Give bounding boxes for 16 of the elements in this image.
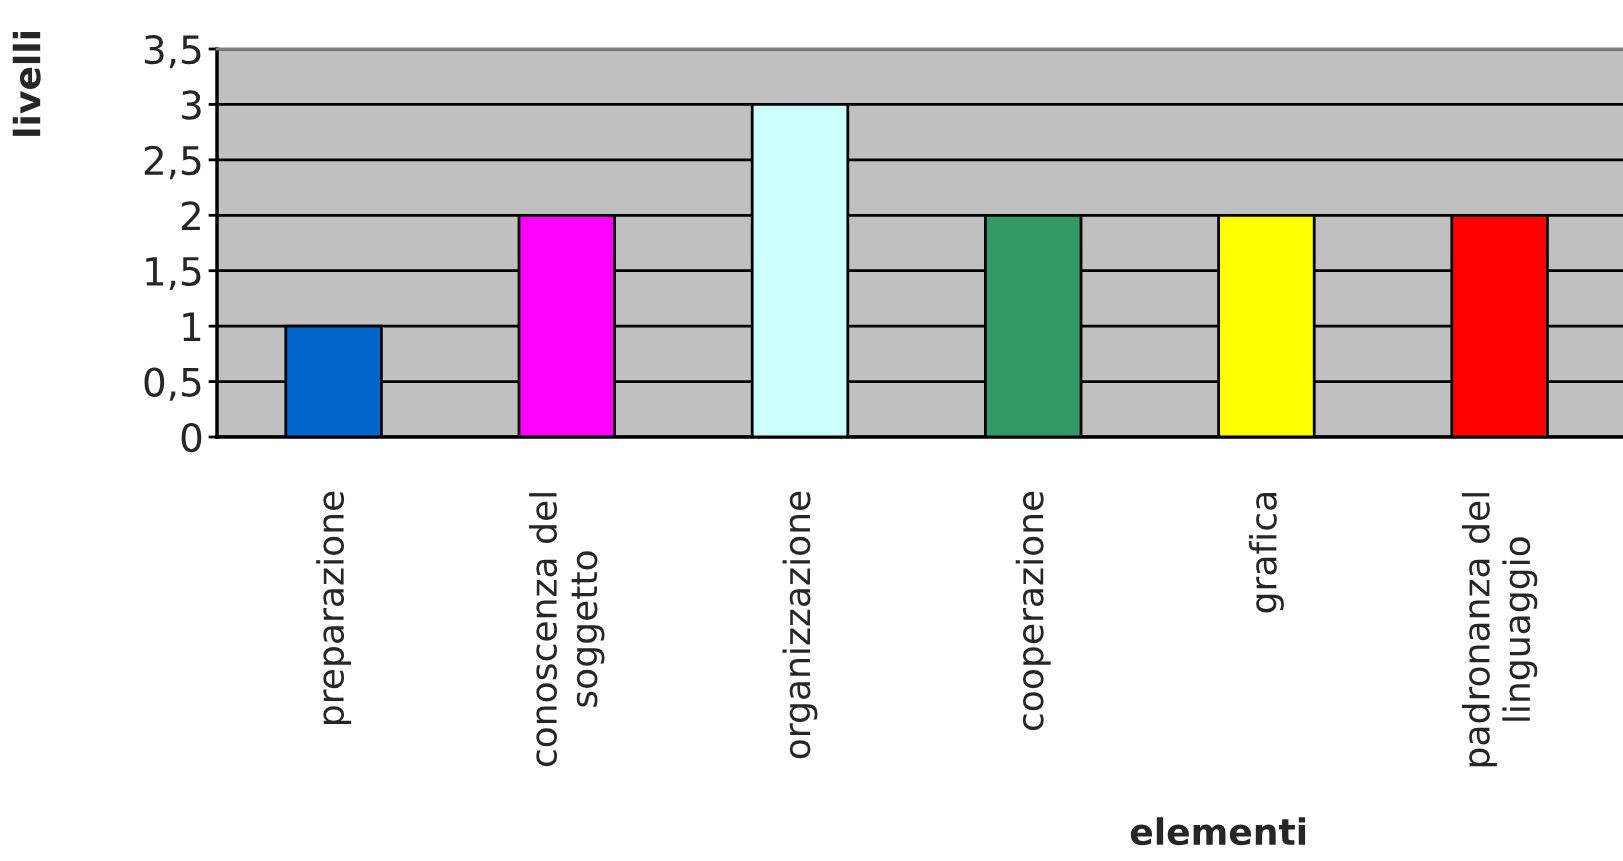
- x-tick-label: cooperazione: [1015, 491, 1051, 731]
- x-tick-label: organizzazione: [782, 491, 818, 759]
- y-tick-label: 1,5: [146, 257, 201, 291]
- y-tick-label: 2: [181, 201, 200, 231]
- y-tick-label: 0,5: [144, 367, 201, 401]
- x-tick-label: preparazione: [316, 491, 352, 724]
- x-tick-label: padronanza del linguaggio: [1461, 493, 1538, 767]
- y-tick-label: 3,5: [144, 34, 201, 69]
- y-tick-label: 3: [182, 90, 201, 120]
- y-tick-label: 1: [183, 312, 201, 341]
- y-tick-label: 2,5: [144, 145, 201, 180]
- x-tick-label: conoscenza del soggetto: [529, 493, 605, 767]
- x-tick-label: grafica: [1248, 493, 1284, 613]
- x-axis-title: elementi: [1130, 817, 1306, 846]
- y-tick-label: 0: [181, 422, 202, 453]
- y-axis-title: livelli: [12, 32, 41, 136]
